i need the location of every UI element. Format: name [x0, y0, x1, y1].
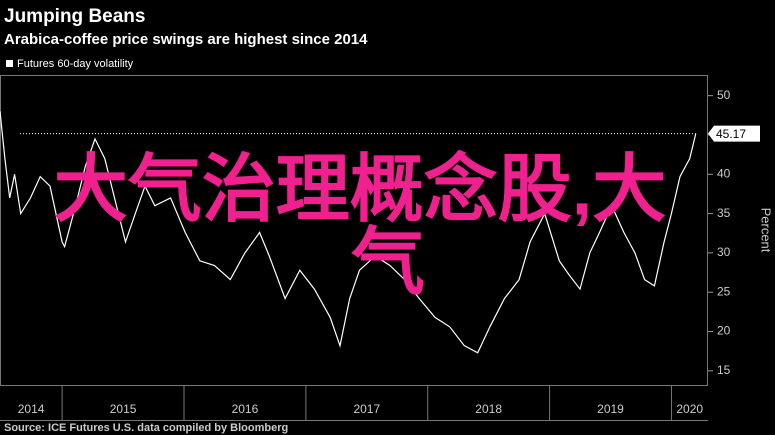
source: Source: ICE Futures U.S. data compiled b…	[4, 422, 288, 434]
y-tick-label: 30	[717, 245, 731, 259]
y-axis-label: Percent	[759, 208, 774, 253]
last-value-box	[708, 125, 760, 142]
legend-swatch	[6, 60, 13, 67]
plot-frame	[0, 75, 708, 386]
chart-subtitle: Arabica-coffee price swings are highest …	[4, 31, 368, 48]
overlay-text: 大气治理概念股,大	[54, 148, 667, 231]
y-tick-label: 15	[717, 363, 731, 377]
x-tick-label: 2018	[475, 402, 502, 416]
chart-title: Jumping Beans	[4, 6, 145, 27]
x-tick-label: 2015	[110, 402, 137, 416]
y-tick-label: 40	[717, 166, 731, 180]
x-tick-label: 2014	[18, 402, 45, 416]
x-tick-label: 2017	[353, 402, 380, 416]
x-tick-label: 2020	[676, 402, 703, 416]
x-tick-label: 2016	[232, 402, 259, 416]
y-tick-label: 35	[717, 206, 731, 220]
overlay-text: 气	[351, 221, 425, 304]
y-tick-label: 25	[717, 284, 731, 298]
y-tick-label: 20	[717, 324, 731, 338]
x-tick-label: 2019	[597, 402, 624, 416]
y-tick-label: 50	[717, 88, 731, 102]
last-value-label: 45.17	[716, 127, 746, 141]
series-line	[0, 111, 697, 354]
legend-label: Futures 60-day volatility	[17, 58, 134, 70]
